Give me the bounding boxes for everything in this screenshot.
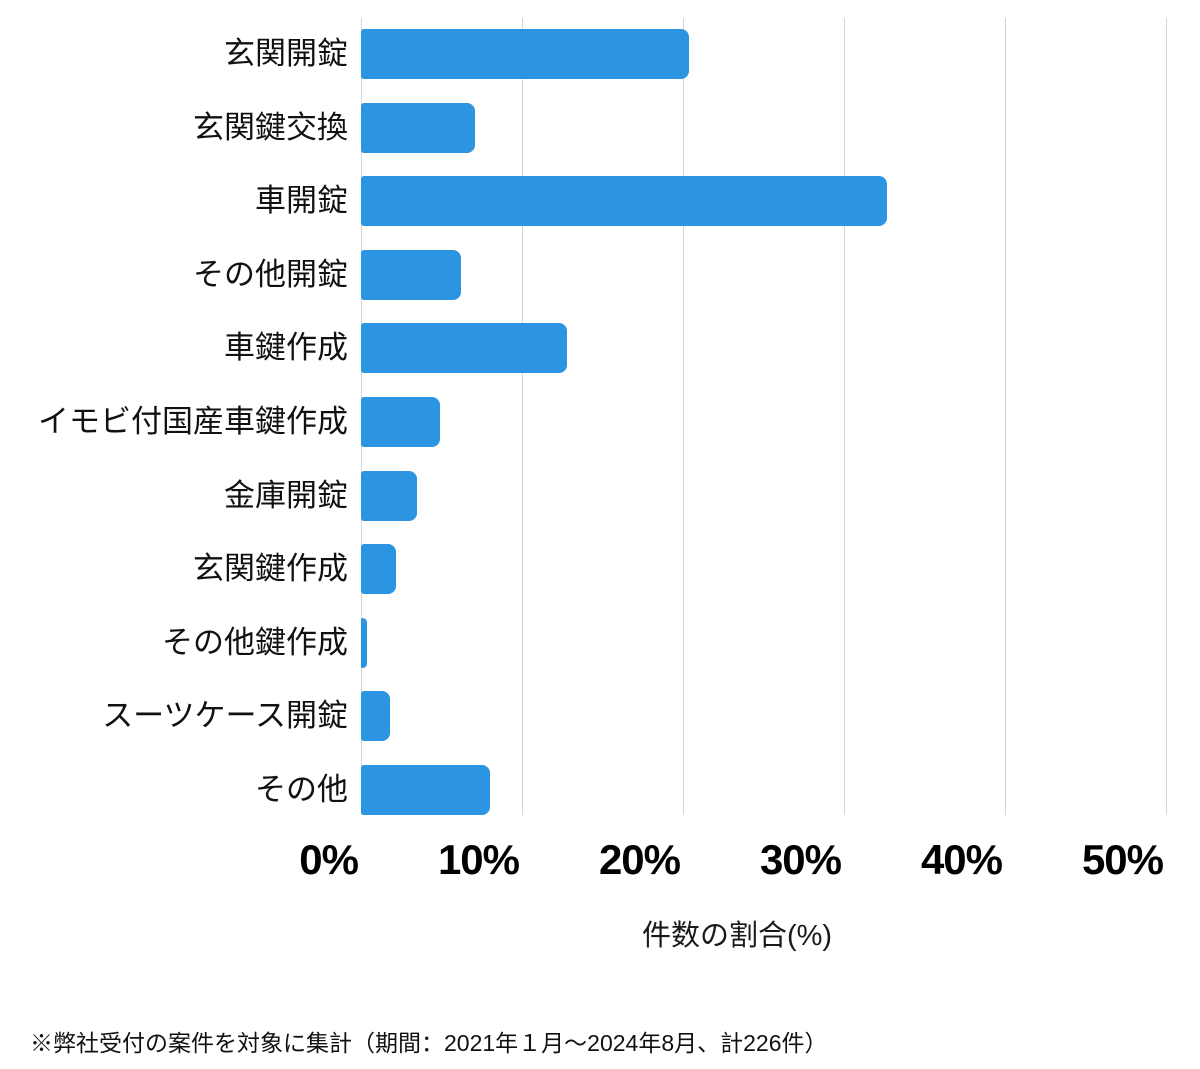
category-label: 玄関鍵作成 <box>193 551 348 587</box>
gridline <box>1005 18 1006 815</box>
category-label: イモビ付国産車鍵作成 <box>38 404 348 439</box>
bar <box>361 323 568 374</box>
gridline <box>522 18 523 815</box>
bar <box>361 249 461 300</box>
category-label: その他鍵作成 <box>162 624 348 660</box>
gridline <box>1166 18 1167 815</box>
bar <box>361 470 418 521</box>
x-tick-label: 0% <box>299 836 359 883</box>
bar <box>361 397 440 447</box>
category-label: 玄関開錠 <box>224 36 348 71</box>
category-label: 車開錠 <box>255 183 348 219</box>
x-axis-title: 件数の割合(%) <box>641 920 833 952</box>
x-tick-label: 10% <box>437 836 520 883</box>
bar <box>361 102 476 153</box>
category-label: その他開錠 <box>193 256 348 292</box>
category-label: その他 <box>255 772 348 807</box>
category-label: 玄関鍵交換 <box>193 109 348 145</box>
bar <box>361 617 368 668</box>
gridline <box>844 18 845 815</box>
x-tick-label: 30% <box>759 836 842 883</box>
gridline <box>683 18 684 815</box>
x-tick-label: 20% <box>598 836 681 883</box>
chart-footnote: ※弊社受付の案件を対象に集計（期間：2021年１月～2024年8月、計226件） <box>30 1030 828 1056</box>
x-tick-label: 40% <box>920 836 1003 883</box>
category-label: 金庫開錠 <box>224 477 348 513</box>
bar <box>361 544 397 595</box>
x-tick-label: 50% <box>1081 836 1164 883</box>
bar <box>361 29 690 79</box>
category-label: スーツケース開錠 <box>102 698 348 734</box>
bar <box>361 176 888 227</box>
bar <box>361 765 490 815</box>
category-label: 車鍵作成 <box>224 330 348 366</box>
bar <box>361 691 390 742</box>
